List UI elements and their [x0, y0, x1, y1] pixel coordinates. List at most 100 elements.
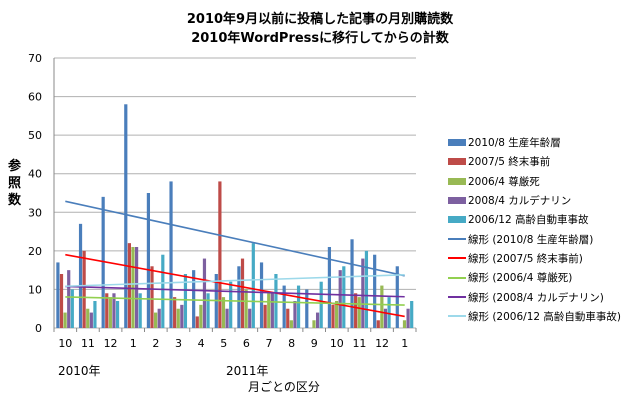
bar-4-8 — [251, 243, 255, 328]
bar-3-1 — [89, 312, 93, 328]
bar-1-12 — [331, 304, 335, 328]
legend-label: 線形 (2006/4 尊厳死) — [468, 272, 573, 285]
x-tick-label: 11 — [352, 337, 366, 350]
bar-0-1 — [78, 223, 83, 328]
bar-4-10 — [296, 285, 301, 328]
bar-3-4 — [157, 308, 161, 328]
bar-2-4 — [154, 312, 158, 328]
bar-3-11 — [315, 312, 320, 328]
bar-0-14 — [373, 254, 377, 328]
bar-0-10 — [282, 285, 286, 328]
y-tick-label: 10 — [28, 283, 42, 296]
legend-swatch — [448, 257, 466, 260]
bar-2-12 — [335, 301, 339, 328]
trendline-3 — [65, 285, 405, 298]
legend-item: 2008/4 カルデナリン — [448, 191, 621, 210]
bar-1-7 — [218, 181, 222, 328]
bar-2-14 — [380, 285, 384, 328]
x-tick-label: 6 — [243, 337, 250, 350]
x-tick-label: 11 — [81, 337, 95, 350]
legend-item: 2006/4 尊厳死 — [448, 172, 621, 191]
legend-swatch — [448, 139, 466, 147]
bar-4-0 — [70, 289, 74, 328]
legend: 2010/8 生産年齢層 2007/5 終末事前 2006/4 尊厳死 2008/4 … — [448, 133, 621, 326]
bar-4-12 — [342, 266, 346, 328]
bar-1-8 — [240, 258, 245, 328]
bar-0-13 — [350, 239, 354, 328]
legend-swatch — [448, 276, 466, 279]
legend-item: 2010/8 生産年齢層 — [448, 133, 621, 152]
x-tick-label: 2 — [152, 337, 159, 350]
bar-1-3 — [127, 243, 131, 328]
bar-0-6 — [192, 270, 196, 328]
legend-item: 線形 (2006/12 高齢自動車事故) — [448, 307, 621, 326]
bar-3-10 — [293, 301, 297, 328]
legend-item: 線形 (2007/5 終末事前) — [448, 249, 621, 268]
bar-2-3 — [131, 247, 135, 328]
trendline-4 — [65, 273, 405, 288]
x-tick-label: 12 — [375, 337, 389, 350]
year-label-2010: 2010年 — [58, 364, 101, 378]
bar-2-5 — [176, 308, 180, 328]
legend-swatch — [448, 158, 466, 166]
bar-0-5 — [169, 181, 173, 328]
x-tick-label: 4 — [198, 337, 205, 350]
bar-0-0 — [56, 262, 60, 328]
bar-4-11 — [319, 281, 323, 328]
bar-4-7 — [229, 281, 233, 328]
x-tick-label: 8 — [288, 337, 295, 350]
chart-subtitle: 2010年WordPressに移行してからの計数 — [191, 31, 449, 46]
bar-3-5 — [180, 304, 184, 328]
y-tick-label: 20 — [28, 245, 42, 258]
bar-2-15 — [402, 320, 407, 328]
y-tick-label: 0 — [35, 322, 42, 335]
bar-1-5 — [173, 297, 177, 328]
legend-item: 2007/5 終末事前 — [448, 152, 621, 171]
bar-1-10 — [286, 308, 290, 328]
bar-3-3 — [134, 247, 139, 328]
bar-2-1 — [86, 308, 90, 328]
legend-swatch — [448, 315, 466, 318]
x-tick-label: 12 — [104, 337, 118, 350]
bar-2-9 — [267, 293, 271, 328]
bar-2-11 — [312, 320, 316, 328]
bar-0-11 — [305, 289, 309, 328]
bar-1-1 — [82, 250, 86, 328]
legend-label: 2007/5 終末事前 — [468, 156, 551, 169]
bar-2-6 — [199, 304, 203, 328]
x-axis-label: 月ごとの区分 — [248, 380, 320, 394]
legend-item: 2006/12 高齢自動車事故 — [448, 210, 621, 229]
legend-label: 線形 (2007/5 終末事前) — [468, 252, 583, 265]
x-tick-label: 5 — [220, 337, 227, 350]
bar-4-1 — [93, 301, 97, 328]
bar-3-12 — [338, 270, 342, 328]
bar-1-14 — [376, 320, 380, 328]
legend-label: 線形 (2008/4 カルデナリン) — [468, 291, 604, 304]
y-tick-label: 40 — [28, 168, 42, 181]
bar-0-8 — [237, 266, 241, 328]
legend-item: 線形 (2008/4 カルデナリン) — [448, 287, 621, 306]
bar-3-13 — [361, 258, 365, 328]
bar-1-2 — [105, 293, 109, 328]
trendline-0 — [65, 200, 405, 277]
trendline-1 — [65, 253, 405, 318]
bar-3-9 — [270, 293, 274, 328]
bar-3-8 — [248, 308, 252, 328]
x-tick-label: 10 — [58, 337, 72, 350]
legend-item: 線形 (2006/4 尊厳死) — [448, 268, 621, 287]
bar-3-15 — [406, 308, 410, 328]
legend-swatch — [448, 177, 466, 185]
bar-1-6 — [195, 316, 199, 328]
bar-2-8 — [244, 289, 248, 328]
bar-0-3 — [124, 104, 128, 329]
x-tick-label: 1 — [401, 337, 408, 350]
bar-4-6 — [206, 293, 210, 328]
bar-3-2 — [112, 293, 116, 328]
bar-2-7 — [221, 297, 226, 328]
bar-3-14 — [383, 308, 388, 328]
legend-label: 2008/4 カルデナリン — [468, 195, 572, 208]
y-axis-label: 参照数 — [8, 159, 22, 208]
bar-1-0 — [59, 274, 64, 328]
legend-label: 線形 (2010/8 生産年齢層) — [468, 233, 594, 246]
